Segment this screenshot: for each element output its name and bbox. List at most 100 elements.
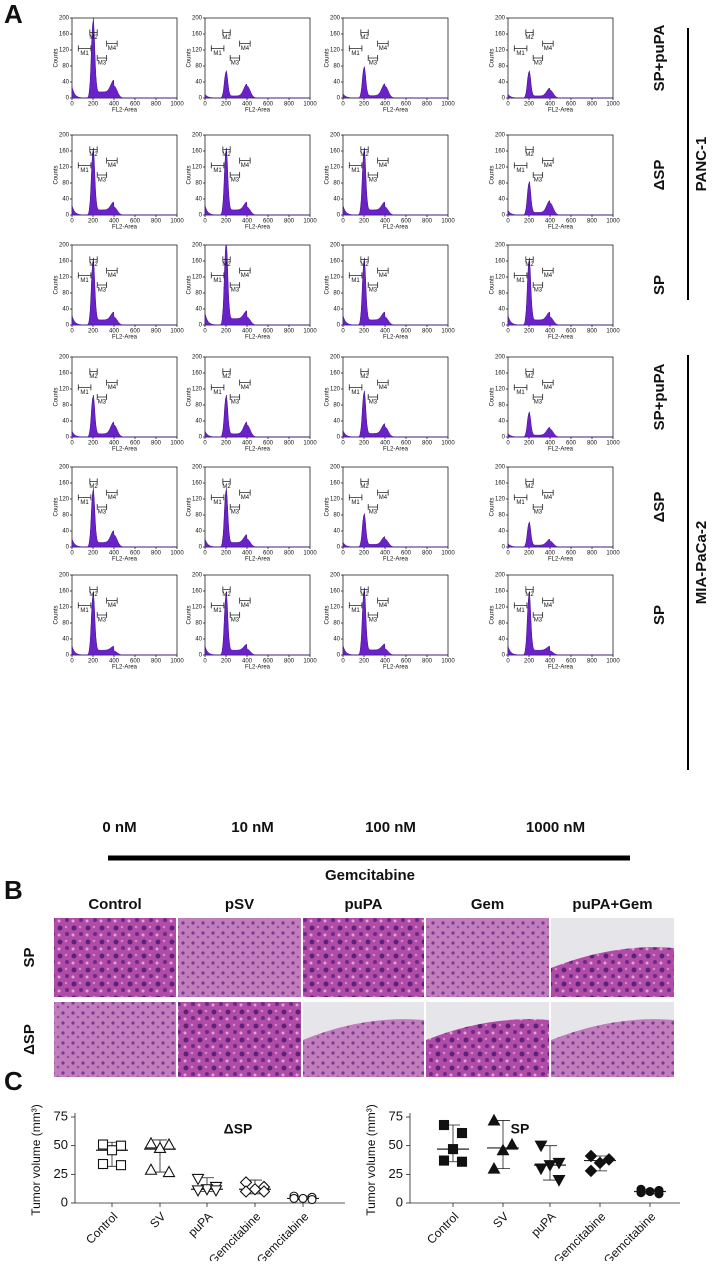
- y-tick-label: 0: [66, 323, 70, 329]
- x-tick-label: 800: [422, 441, 433, 447]
- y-axis-label: Counts: [490, 48, 496, 67]
- x-tick-label: 0: [506, 441, 510, 447]
- gate-label: M2: [222, 374, 231, 380]
- histogram: [71, 18, 177, 99]
- x-tick-label: 0: [341, 441, 345, 447]
- gate-label: M4: [544, 385, 553, 391]
- y-tick-label: 80: [62, 291, 69, 297]
- y-tick-label: 0: [337, 545, 341, 551]
- gate-label: M1: [516, 608, 525, 614]
- gate-label: M4: [379, 385, 388, 391]
- y-tick-label: 40: [333, 637, 340, 643]
- gate-marker: [348, 45, 363, 52]
- x-tick-label: 800: [151, 551, 162, 557]
- gate-marker: [77, 272, 92, 279]
- x-axis-label: FL2-Area: [548, 225, 574, 231]
- x-tick-label: 600: [566, 441, 577, 447]
- row-label: SP: [21, 947, 38, 967]
- y-tick-label: 120: [330, 605, 341, 611]
- y-axis-label: Counts: [187, 605, 193, 624]
- point: [645, 1186, 655, 1197]
- x-axis-label: FL2-Area: [245, 665, 271, 671]
- y-tick-label: 120: [330, 387, 341, 393]
- histogram: [71, 147, 177, 216]
- histogram-frame: [204, 17, 311, 99]
- x-axis-label: FL2-Area: [548, 108, 574, 114]
- x-tick-label: 400: [380, 551, 391, 557]
- x-tick-label: 200: [359, 102, 370, 108]
- y-axis-label: Tumor volume (mm³): [29, 1104, 43, 1216]
- histogram: [71, 394, 177, 438]
- histogram-frame: [71, 17, 178, 99]
- gate-label: M2: [222, 35, 231, 41]
- x-tick-label: 1000: [170, 659, 184, 665]
- point: [636, 1188, 646, 1198]
- x-tick-label: 400: [242, 551, 253, 557]
- y-tick-label: 0: [337, 213, 341, 219]
- x-axis-label: FL2-Area: [383, 447, 409, 453]
- y-tick-label: 120: [495, 165, 506, 171]
- x-tick-label: 1000: [441, 551, 455, 557]
- x-axis-label: FL2-Area: [548, 447, 574, 453]
- gate-label: M3: [98, 618, 107, 624]
- y-tick-label: 0: [337, 435, 341, 441]
- gate-marker: [367, 55, 379, 61]
- gate-marker: [77, 45, 92, 52]
- gate-marker: [360, 256, 369, 263]
- x-tick-label: 200: [524, 441, 535, 447]
- x-tick-label: 1000: [441, 329, 455, 335]
- gate-label: M1: [516, 390, 525, 396]
- gate-marker: [222, 368, 231, 375]
- point: [505, 1137, 519, 1150]
- y-tick-label: 80: [333, 621, 340, 627]
- x-tick-label: Gemcitabine: [206, 1209, 264, 1261]
- gate-label: M4: [108, 495, 117, 501]
- y-tick-label: 120: [330, 497, 341, 503]
- y-tick-label: 200: [330, 573, 341, 579]
- x-tick-label: 1000: [303, 551, 317, 557]
- gate-marker: [532, 504, 544, 510]
- x-tick-label: 800: [587, 329, 598, 335]
- gate-label: M3: [98, 510, 107, 516]
- x-tick-label: 1000: [441, 659, 455, 665]
- gate-label: M1: [351, 500, 360, 506]
- x-tick-label: 0: [70, 102, 74, 108]
- gate-label: M4: [108, 385, 117, 391]
- gate-marker: [106, 267, 118, 274]
- gate-marker: [106, 489, 118, 496]
- chart-title: ΔSP: [224, 1121, 253, 1137]
- x-tick-label: 0: [203, 551, 207, 557]
- x-tick-label: 0: [70, 551, 74, 557]
- gate-label: M1: [80, 278, 89, 284]
- gate-marker: [377, 157, 389, 164]
- x-tick-label: 800: [151, 102, 162, 108]
- gate-label: M4: [241, 163, 250, 169]
- group-label: PANC-1: [693, 137, 710, 192]
- y-tick-label: 80: [498, 181, 505, 187]
- row-label: SP: [651, 605, 668, 625]
- gate-marker: [210, 272, 225, 279]
- histogram-frame: [507, 574, 614, 656]
- x-tick-label: 800: [284, 329, 295, 335]
- x-tick-label: 400: [242, 102, 253, 108]
- point: [200, 1184, 214, 1196]
- histogram: [342, 147, 448, 216]
- gate-label: M4: [379, 495, 388, 501]
- x-axis-label: FL2-Area: [112, 108, 138, 114]
- y-tick-label: 40: [333, 419, 340, 425]
- point: [248, 1182, 262, 1196]
- x-tick-label: 0: [70, 219, 74, 225]
- y-tick-label: 200: [495, 16, 506, 22]
- histogram-frame: [342, 466, 449, 548]
- histogram-frame: [507, 17, 614, 99]
- y-axis-label: Counts: [325, 165, 331, 184]
- histogram-frame: [342, 574, 449, 656]
- x-tick-label: 600: [401, 551, 412, 557]
- histogram: [342, 587, 448, 656]
- x-tick-label: 800: [284, 102, 295, 108]
- gate-marker: [513, 494, 528, 501]
- y-tick-label: 0: [66, 653, 70, 659]
- gate-label: M4: [241, 273, 250, 279]
- y-tick-label: 160: [495, 149, 506, 155]
- y-tick-label: 120: [495, 497, 506, 503]
